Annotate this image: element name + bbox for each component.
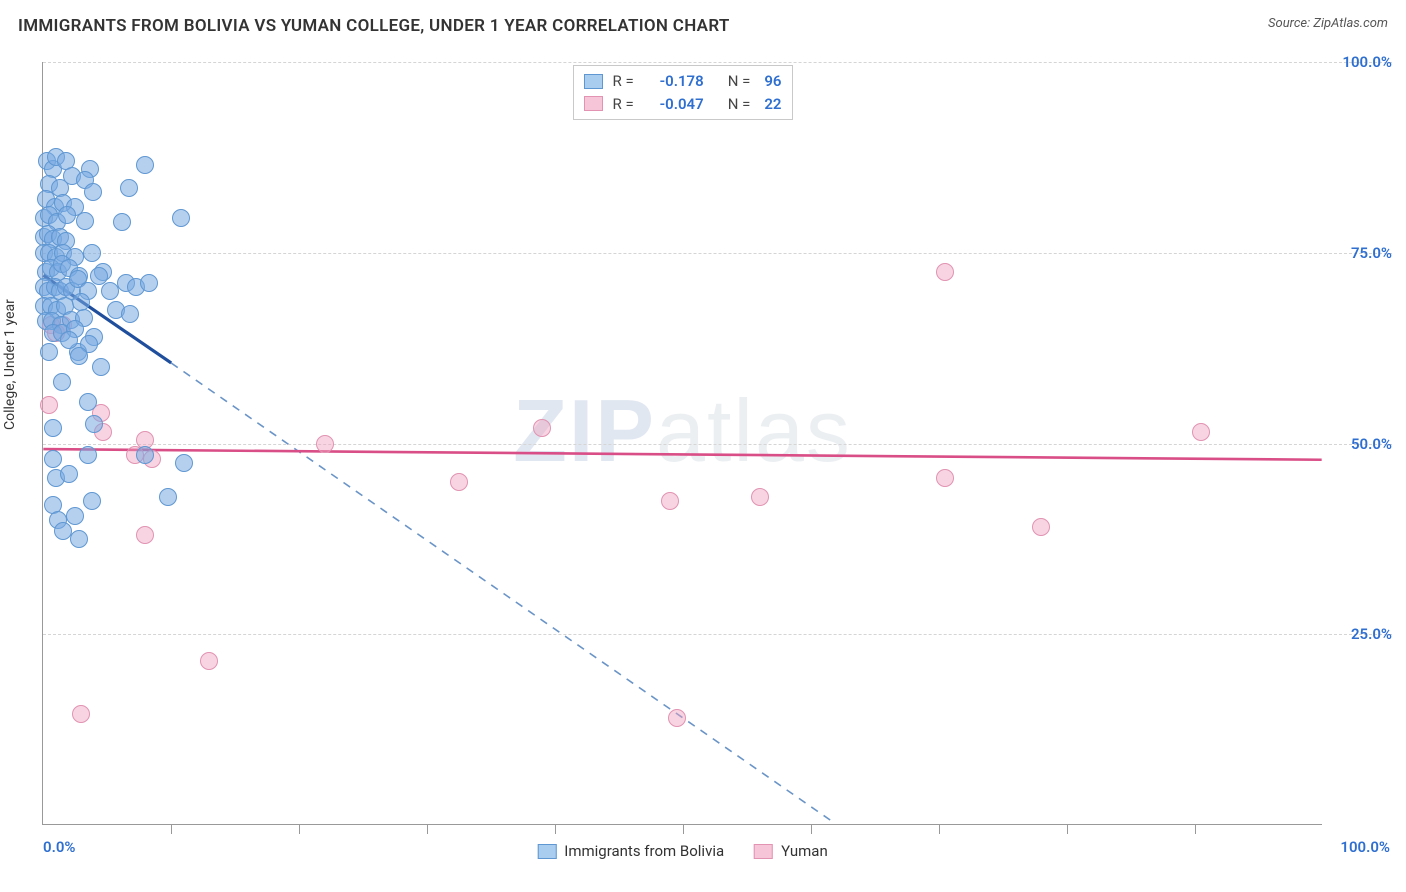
scatter-point [200, 652, 218, 670]
stat-label: R = [613, 70, 634, 93]
scatter-point [44, 419, 62, 437]
scatter-point [121, 305, 139, 323]
gridline [43, 634, 1392, 635]
scatter-point [72, 705, 90, 723]
scatter-point [751, 488, 769, 506]
scatter-point [136, 446, 154, 464]
x-tick [811, 824, 812, 834]
x-tick [171, 824, 172, 834]
stat-value: 22 [764, 93, 781, 116]
stat-value: 96 [764, 70, 781, 93]
scatter-point [92, 358, 110, 376]
scatter-point [1192, 423, 1210, 441]
scatter-point [40, 343, 58, 361]
legend-swatch-icon [754, 844, 773, 859]
legend-swatch-icon [537, 844, 556, 859]
scatter-point [85, 415, 103, 433]
scatter-point [120, 179, 138, 197]
stats-row: R = -0.178 N = 96 [584, 70, 782, 93]
scatter-point [58, 206, 76, 224]
scatter-point [136, 526, 154, 544]
y-tick-label: 100.0% [1342, 53, 1392, 71]
scatter-point [84, 183, 102, 201]
scatter-point [70, 347, 88, 365]
bottom-legend: Immigrants from Bolivia Yuman [537, 842, 828, 860]
gridline [43, 62, 1392, 63]
stat-label: R = [613, 93, 634, 116]
y-tick-label: 25.0% [1351, 625, 1392, 643]
stat-label: N = [728, 93, 751, 116]
scatter-point [175, 454, 193, 472]
scatter-point [83, 492, 101, 510]
scatter-point [83, 244, 101, 262]
stat-value: -0.178 [644, 70, 704, 93]
trend-line [43, 449, 1321, 460]
scatter-point [60, 465, 78, 483]
scatter-point [44, 450, 62, 468]
x-tick [555, 824, 556, 834]
scatter-chart: ZIPatlas R = -0.178 N = 96 R = -0.047 N … [42, 62, 1322, 825]
scatter-point [140, 274, 158, 292]
scatter-point [159, 488, 177, 506]
scatter-point [101, 282, 119, 300]
legend-swatch-icon [584, 96, 603, 111]
x-tick [939, 824, 940, 834]
scatter-point [79, 446, 97, 464]
y-tick-label: 50.0% [1351, 435, 1392, 453]
legend-item: Yuman [754, 842, 828, 860]
x-tick [299, 824, 300, 834]
scatter-point [668, 709, 686, 727]
x-min-label: 0.0% [43, 838, 75, 856]
stat-value: -0.047 [644, 93, 704, 116]
watermark: ZIPatlas [513, 380, 852, 482]
stat-label: N = [728, 70, 751, 93]
gridline [43, 253, 1392, 254]
scatter-point [661, 492, 679, 510]
correlation-stats-box: R = -0.178 N = 96 R = -0.047 N = 22 [573, 65, 793, 120]
scatter-point [40, 396, 58, 414]
scatter-point [136, 156, 154, 174]
x-tick [1067, 824, 1068, 834]
scatter-point [533, 419, 551, 437]
legend-label: Yuman [781, 842, 828, 860]
scatter-point [172, 209, 190, 227]
source-attribution: Source: ZipAtlas.com [1268, 16, 1388, 31]
legend-item: Immigrants from Bolivia [537, 842, 724, 860]
stats-row: R = -0.047 N = 22 [584, 93, 782, 116]
scatter-point [1032, 518, 1050, 536]
scatter-point [936, 263, 954, 281]
y-tick-label: 75.0% [1351, 244, 1392, 262]
scatter-point [450, 473, 468, 491]
trend-line [171, 363, 836, 824]
scatter-point [316, 435, 334, 453]
y-axis-label: College, Under 1 year [2, 299, 18, 430]
scatter-point [936, 469, 954, 487]
x-max-label: 100.0% [1340, 838, 1390, 856]
scatter-point [76, 212, 94, 230]
gridline [43, 444, 1392, 445]
scatter-point [53, 373, 71, 391]
page-title: IMMIGRANTS FROM BOLIVIA VS YUMAN COLLEGE… [18, 16, 730, 36]
scatter-point [79, 393, 97, 411]
legend-swatch-icon [584, 74, 603, 89]
legend-label: Immigrants from Bolivia [564, 842, 724, 860]
x-tick [1195, 824, 1196, 834]
scatter-point [70, 530, 88, 548]
x-tick [427, 824, 428, 834]
scatter-point [66, 507, 84, 525]
scatter-point [113, 213, 131, 231]
x-tick [683, 824, 684, 834]
